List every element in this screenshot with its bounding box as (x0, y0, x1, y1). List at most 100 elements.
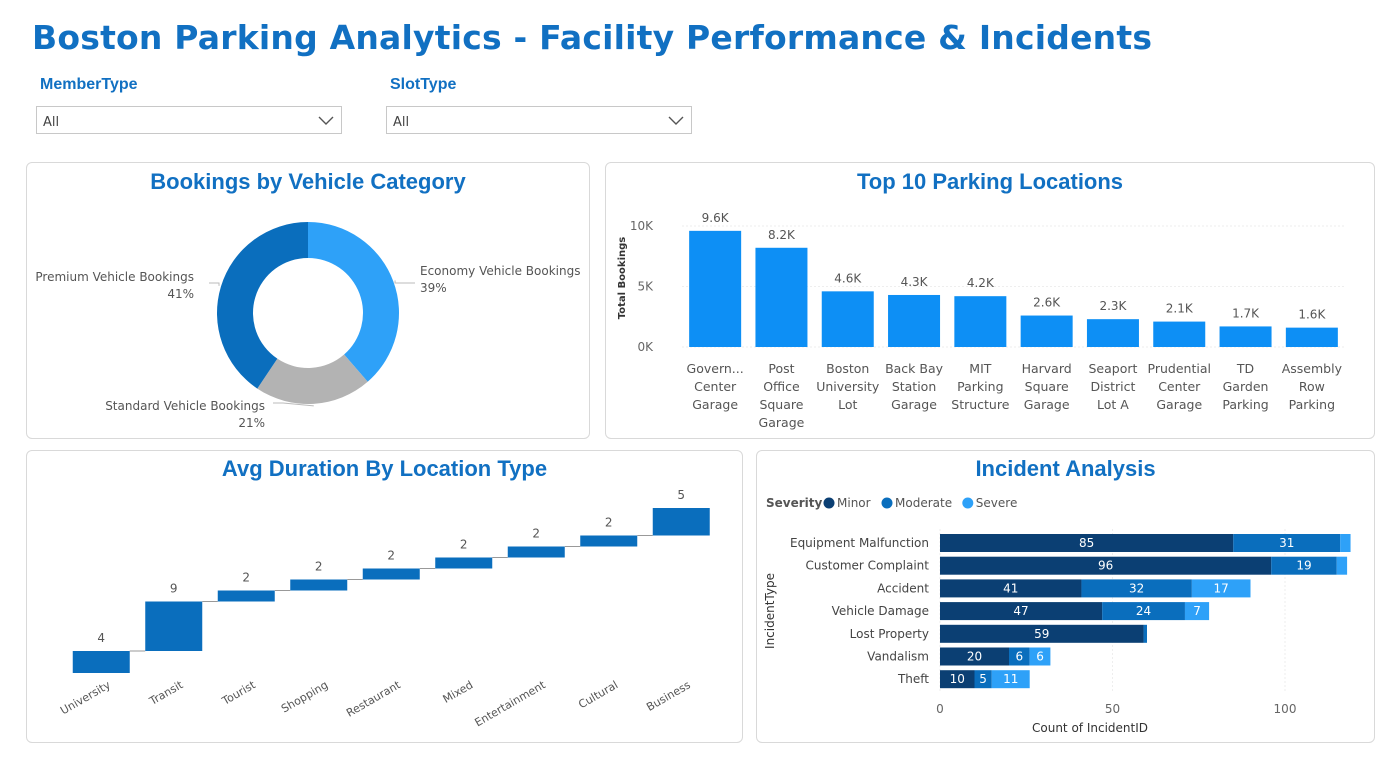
bar-data-label: 4 (97, 631, 105, 645)
incident-segment (940, 579, 1082, 598)
legend-marker (962, 497, 974, 509)
donut-slice (257, 354, 368, 404)
donut-slice-label: Standard Vehicle Bookings (105, 399, 265, 413)
duration-bar (507, 546, 565, 558)
x-tick-label: Transit (146, 678, 186, 708)
donut-slice (308, 222, 400, 382)
x-tick-label: Business (644, 678, 693, 714)
duration-title: Avg Duration By Location Type (221, 456, 548, 481)
location-bar (821, 291, 874, 347)
location-bar (954, 296, 1007, 347)
bar-data-label: 2 (315, 560, 323, 574)
incident-segment (1029, 647, 1051, 666)
bar-data-label: 2 (242, 571, 250, 585)
donut-chart: Economy Vehicle Bookings 39% Standard Vehi… (35, 222, 580, 430)
segment-data-label: 5 (979, 672, 987, 686)
location-bar (1153, 321, 1206, 347)
x-tick-label: Mixed (441, 678, 476, 705)
y-tick-label: 10K (630, 219, 654, 233)
x-tick-label: University (58, 678, 113, 717)
segment-data-label: 19 (1296, 559, 1311, 573)
y-axis-title: IncidentType (763, 573, 777, 649)
x-tick-label: Entertainment (473, 678, 549, 729)
incident-segment (940, 670, 975, 689)
duration-bar (435, 557, 493, 569)
x-tick-label: TD Garden Parking (1222, 361, 1268, 412)
y-tick-label: Vandalism (867, 650, 929, 664)
bar-data-label: 2.1K (1166, 302, 1194, 316)
donut-leader-line (273, 402, 314, 407)
membertype-value: All (43, 115, 60, 130)
segment-data-label: 47 (1013, 604, 1028, 618)
membertype-dropdown[interactable]: All (36, 106, 342, 134)
slottype-label: SlotType (390, 76, 457, 93)
y-tick-label: Vehicle Damage (832, 604, 929, 618)
y-tick-label: Lost Property (850, 627, 929, 641)
segment-data-label: 24 (1136, 604, 1151, 618)
legend-marker (881, 497, 893, 509)
membertype-label: MemberType (40, 76, 138, 93)
donut-slice-pct: 39% (420, 281, 447, 295)
location-bar (755, 247, 808, 347)
bar-data-label: 4.3K (901, 275, 929, 289)
segment-data-label: 6 (1016, 650, 1024, 664)
duration-bar (580, 535, 638, 547)
x-tick-label: Restaurant (344, 678, 403, 720)
y-tick-label: Equipment Malfunction (790, 536, 929, 550)
donut-slice (217, 222, 308, 389)
segment-data-label: 96 (1098, 559, 1113, 573)
donut-slice-label: Premium Vehicle Bookings (35, 270, 194, 284)
duration-chart: 4 University 9 Transit 2 Tourist 2 Shopping 2 Res… (58, 488, 710, 729)
incident-segment (1271, 556, 1337, 575)
x-tick-label: 100 (1274, 702, 1297, 716)
duration-bar (145, 601, 203, 651)
segment-data-label: 11 (1003, 672, 1018, 686)
incident-segment (1233, 534, 1341, 552)
duration-bar (72, 651, 130, 673)
bar-data-label: 2 (387, 549, 395, 563)
location-bar (888, 294, 941, 347)
legend-item: Minor (837, 496, 871, 510)
segment-data-label: 85 (1079, 536, 1094, 550)
slottype-value: All (393, 115, 410, 130)
segment-data-label: 17 (1214, 581, 1229, 595)
incident-segment (1143, 624, 1147, 643)
location-bar (689, 230, 742, 347)
donut-leader-line (394, 280, 415, 284)
bar-data-label: 8.2K (768, 228, 796, 242)
incident-segment (940, 624, 1144, 643)
legend-title: Severity (766, 496, 823, 510)
x-tick-label: MIT Parking Structure (951, 361, 1009, 412)
location-bar (1285, 327, 1338, 347)
incident-segment (1184, 602, 1210, 621)
bar-data-label: 2.6K (1033, 296, 1061, 310)
x-axis-title: Count of IncidentID (1032, 721, 1148, 735)
x-tick-label: Assembly Row Parking (1282, 361, 1343, 412)
donut-slice-label: Economy Vehicle Bookings (420, 264, 580, 278)
bar-data-label: 1.6K (1298, 308, 1326, 322)
x-tick-label: 0 (936, 702, 944, 716)
donut-slice-pct: 21% (238, 416, 265, 430)
slottype-dropdown[interactable]: All (386, 106, 692, 134)
duration-bar (217, 590, 275, 602)
x-tick-label: 50 (1105, 702, 1120, 716)
bar-data-label: 5 (677, 488, 685, 502)
vehicle-category-title: Bookings by Vehicle Category (150, 169, 466, 194)
y-axis-title: Total Bookings (617, 237, 628, 320)
incident-segment (940, 602, 1103, 621)
x-tick-label: Back Bay Station Garage (885, 361, 944, 412)
bar-data-label: 1.7K (1232, 306, 1260, 320)
bar-data-label: 2 (605, 516, 613, 530)
incident-segment (940, 534, 1234, 552)
segment-data-label: 7 (1193, 604, 1201, 618)
incident-segment (974, 670, 992, 689)
x-tick-label: Shopping (279, 678, 330, 715)
location-bar (1086, 319, 1139, 347)
vehicle-category-card: Bookings by Vehicle Category Economy Veh… (26, 162, 590, 439)
duration-bar (652, 508, 710, 536)
top-locations-card: Top 10 Parking Locations 0K 5K 10K Total Bo… (605, 162, 1375, 439)
x-tick-label: Harvard Square Garage (1022, 361, 1072, 412)
legend-item: Moderate (895, 496, 952, 510)
top-locations-title: Top 10 Parking Locations (856, 169, 1124, 194)
incident-segment (1009, 647, 1030, 666)
